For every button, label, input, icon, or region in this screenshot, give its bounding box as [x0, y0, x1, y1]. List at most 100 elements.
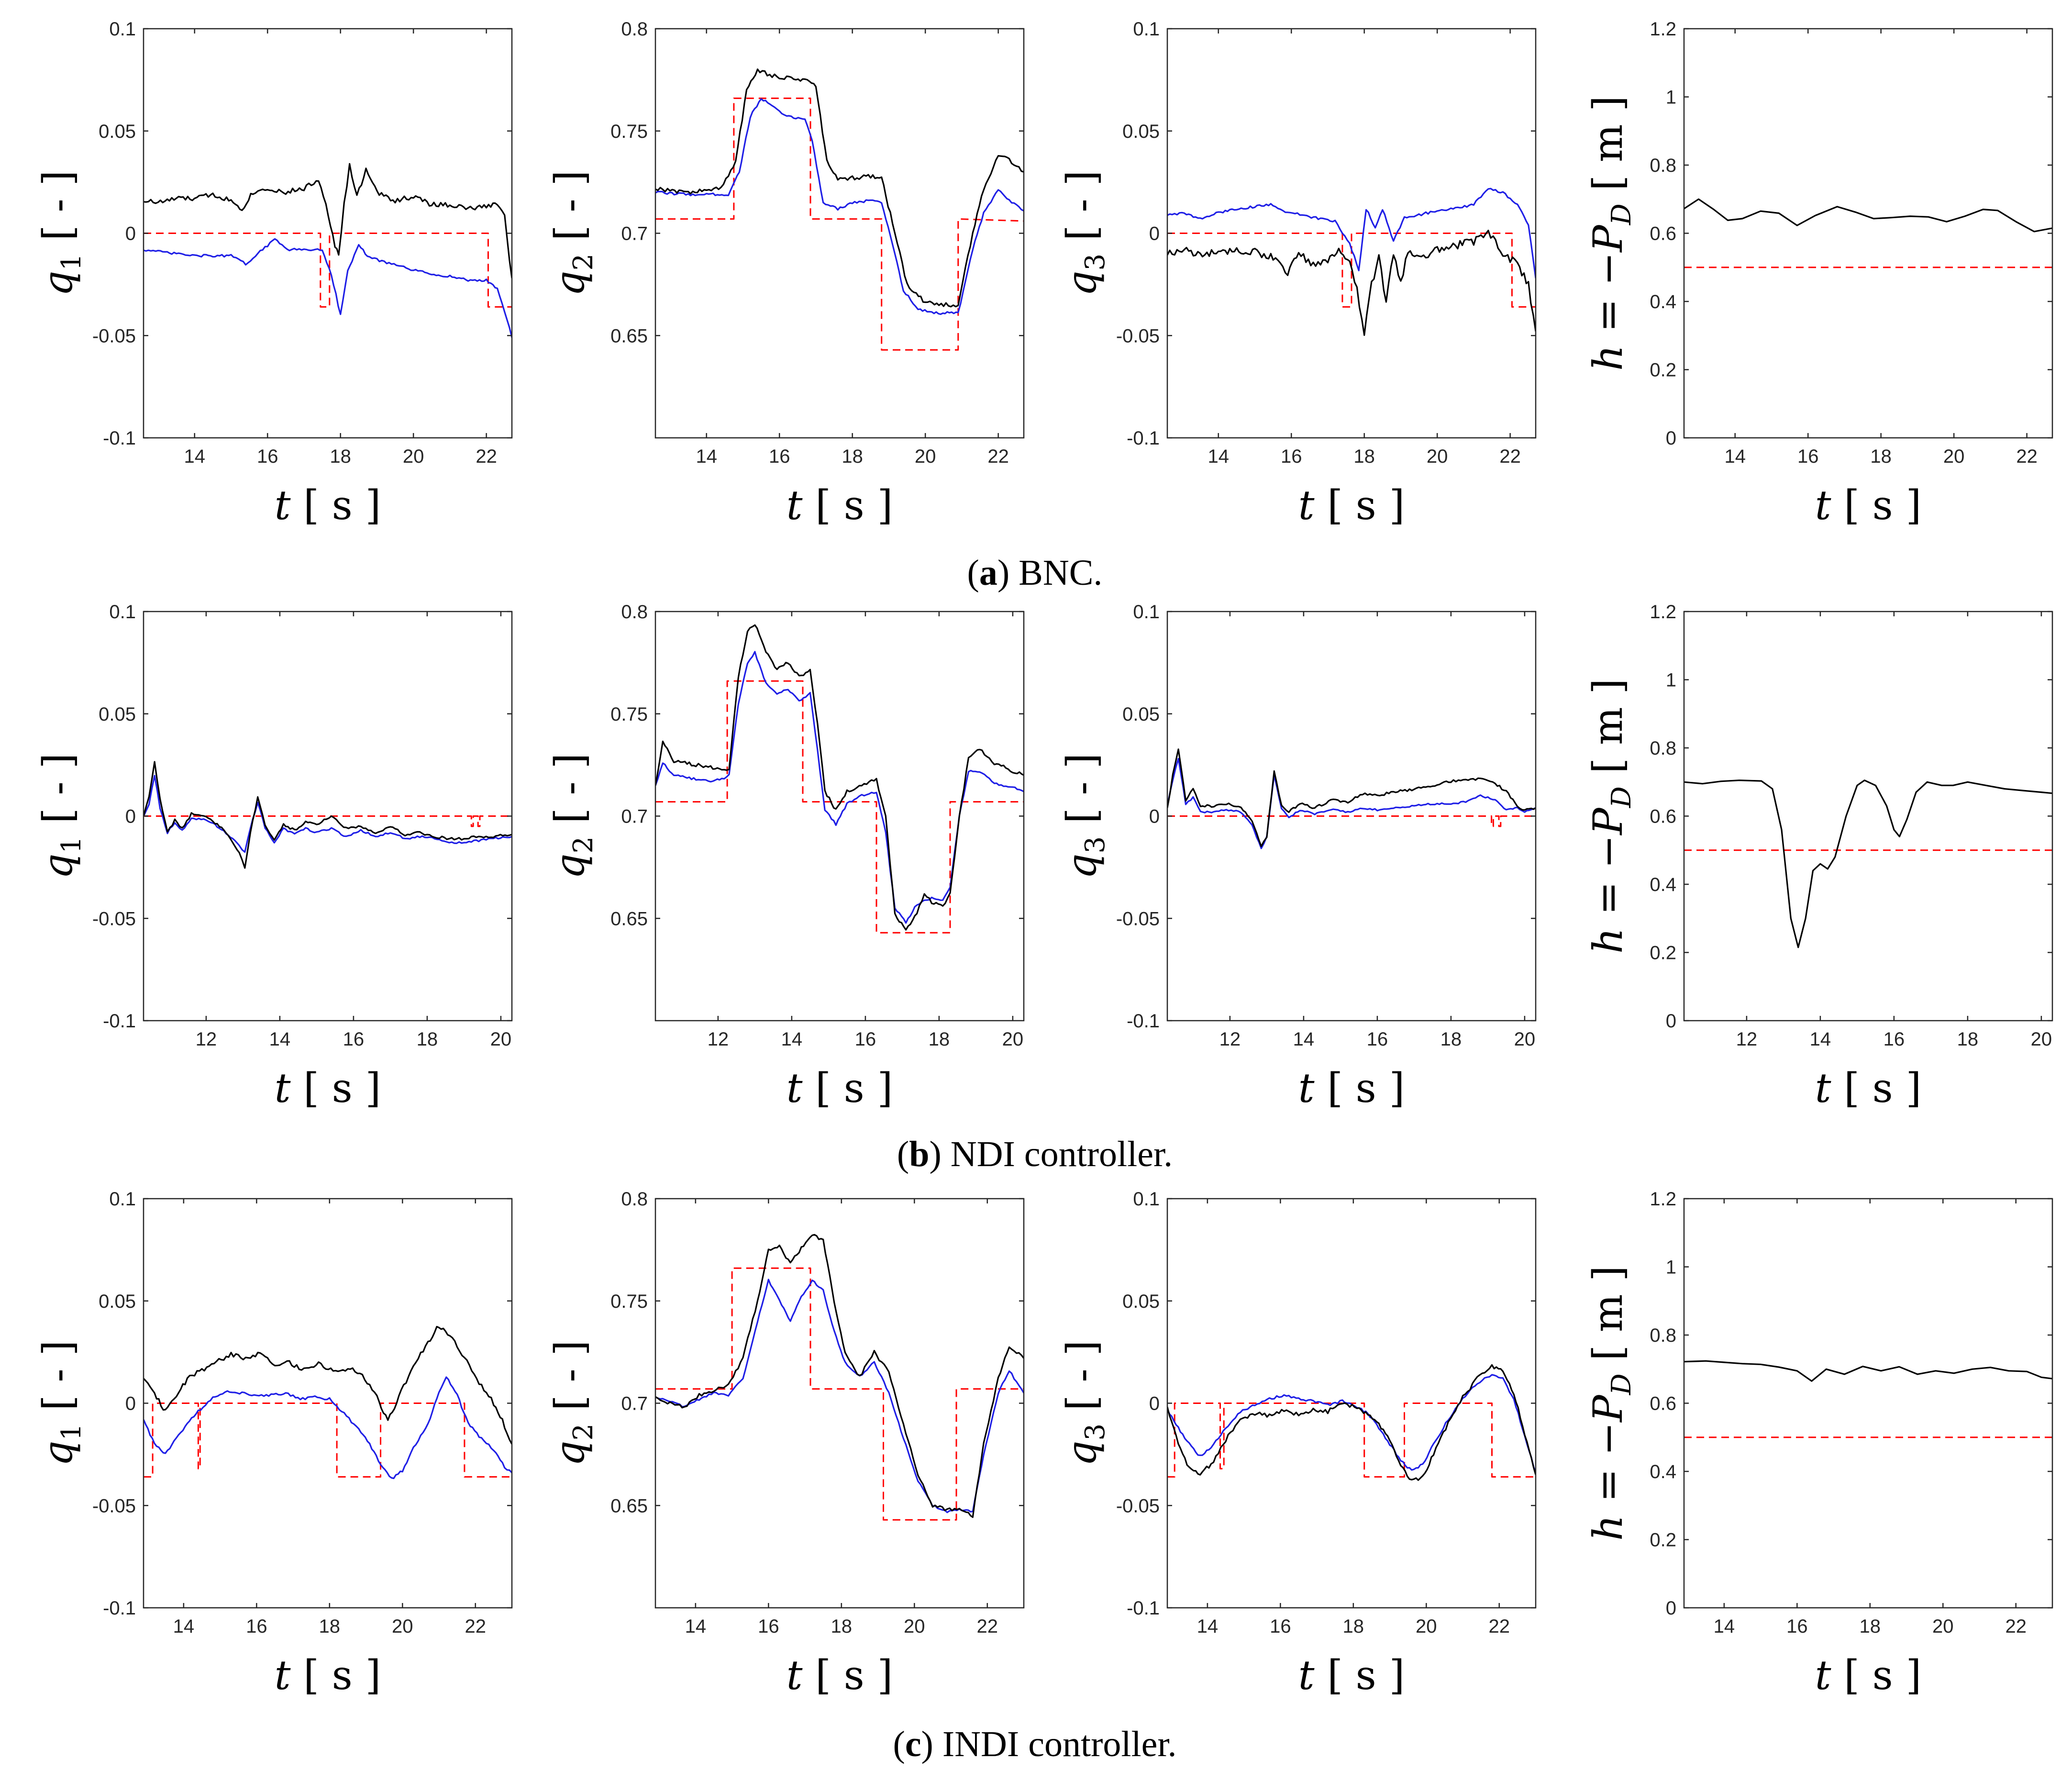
panel-c3: 14 16 18 20 22 -0.1 -0.05 0 0.05 0.1 t [ s ] q3 [ -…	[1058, 1189, 1537, 1699]
x-tick-label: 20	[915, 446, 936, 467]
y-axis-label: q2 [ - ]	[546, 1340, 599, 1466]
x-tick-label: 16	[1270, 1616, 1291, 1637]
x-tick-label: 18	[929, 1029, 950, 1050]
y-tick-label: 0.05	[1122, 704, 1160, 725]
series-measured-line	[1167, 1364, 1536, 1481]
series-group	[655, 68, 1024, 351]
series-measured-line	[144, 163, 512, 278]
caption-b: (b) NDI controller.	[897, 1134, 1173, 1174]
x-tick-label: 16	[1884, 1029, 1905, 1050]
x-tick-label: 20	[490, 1029, 512, 1050]
y-tick-label: 0.65	[610, 325, 648, 346]
x-tick-label: 20	[2031, 1029, 2052, 1050]
x-tick-label: 14	[1197, 1616, 1219, 1637]
y-tick-label: 0.1	[1133, 601, 1160, 623]
y-tick-label: 0.1	[109, 601, 136, 623]
y-tick-label: -0.05	[1116, 325, 1160, 346]
y-tick-label: 0.2	[1650, 1530, 1676, 1551]
y-tick-label: 0.6	[1650, 1393, 1676, 1414]
series-reference-line	[144, 233, 512, 308]
caption-text-c: ) INDI controller.	[921, 1724, 1177, 1764]
series-estimated-line	[655, 1279, 1024, 1514]
x-tick-label: 16	[1797, 446, 1819, 467]
panel-a2: 14 16 18 20 22 0.65 0.7 0.75 0.8 t [ s ] q2 [ - ]	[546, 19, 1025, 529]
series-estimated-line	[144, 1376, 512, 1480]
panel-c2: 14 16 18 20 22 0.65 0.7 0.75 0.8 t [ s ] q2 [ - ]	[546, 1189, 1025, 1699]
y-tick-label: 0.65	[610, 908, 648, 929]
y-tick-label: 0	[125, 1393, 136, 1414]
y-tick-label: 0.4	[1650, 874, 1676, 895]
y-axis-label: h = −PD [ m ]	[1584, 679, 1637, 954]
x-axis-label: t [ s ]	[275, 1652, 381, 1699]
x-axis-label: t [ s ]	[787, 1652, 893, 1699]
series-group	[1167, 748, 1536, 849]
x-axis-label: t [ s ]	[1815, 1652, 1922, 1699]
x-tick-label: 22	[977, 1616, 998, 1637]
y-tick-label: 0.6	[1650, 806, 1676, 827]
series-group	[1684, 779, 2052, 948]
series-measured-line	[655, 68, 1024, 308]
y-tick-label: -0.05	[1116, 1495, 1160, 1516]
caption-text-b: ) NDI controller.	[929, 1134, 1173, 1174]
panel-b2: 12 14 16 18 20 0.65 0.7 0.75 0.8 t [ s ] q2 [ - ]	[546, 601, 1025, 1112]
series-reference-line	[144, 815, 512, 827]
y-tick-label: 0.05	[99, 1291, 136, 1312]
x-axis-label: t [ s ]	[1298, 1065, 1405, 1112]
x-tick-label: 14	[685, 1616, 707, 1637]
x-tick-label: 18	[831, 1616, 853, 1637]
y-axis-label: q3 [ - ]	[1058, 753, 1111, 879]
x-tick-label: 18	[1440, 1029, 1462, 1050]
series-group	[655, 624, 1024, 934]
series-estimated-line	[144, 775, 512, 853]
x-tick-label: 22	[2006, 1616, 2027, 1637]
x-tick-label: 18	[319, 1616, 341, 1637]
series-measured-line	[1167, 748, 1536, 847]
x-tick-label: 16	[343, 1029, 365, 1050]
x-tick-label: 16	[855, 1029, 876, 1050]
panel-b1: 12 14 16 18 20 -0.1 -0.05 0 0.05 0.1 t [ s ] q1 [ -…	[34, 601, 513, 1112]
y-tick-label: 1	[1666, 1257, 1676, 1278]
plot-frame	[654, 1198, 1025, 1609]
series-measured-line	[144, 1325, 512, 1445]
x-tick-label: 14	[1810, 1029, 1831, 1050]
series-group	[1684, 1360, 2052, 1438]
x-axis-label: t [ s ]	[787, 482, 893, 529]
x-tick-label: 22	[987, 446, 1009, 467]
series-group	[1167, 188, 1536, 336]
series-reference-line	[655, 97, 1024, 351]
series-measured-line	[1684, 198, 2052, 233]
x-tick-label: 12	[708, 1029, 729, 1050]
panel-b3: 12 14 16 18 20 -0.1 -0.05 0 0.05 0.1 t [ s ] q3 [ -…	[1058, 601, 1537, 1112]
y-tick-label: -0.1	[1127, 1011, 1160, 1032]
caption-letter-c: c	[905, 1724, 921, 1764]
y-tick-label: 0.8	[621, 1189, 648, 1210]
y-tick-label: 0	[1149, 1393, 1160, 1414]
y-tick-label: -0.05	[92, 325, 136, 346]
x-tick-label: 18	[1957, 1029, 1979, 1050]
y-tick-label: 0.1	[109, 1189, 136, 1210]
x-axis-label: t [ s ]	[275, 482, 381, 529]
x-tick-label: 14	[184, 446, 205, 467]
caption-letter-a: a	[979, 553, 997, 593]
x-tick-label: 16	[246, 1616, 267, 1637]
y-axis-label: q3 [ - ]	[1058, 1340, 1111, 1466]
x-tick-label: 20	[403, 446, 424, 467]
x-axis-label: t [ s ]	[275, 1065, 381, 1112]
y-tick-label: 0.4	[1650, 291, 1676, 312]
y-tick-label: -0.1	[1127, 428, 1160, 449]
x-tick-label: 14	[269, 1029, 291, 1050]
plot-frame	[1683, 28, 2053, 439]
y-tick-label: 0.05	[99, 121, 136, 142]
series-measured-line	[1167, 230, 1536, 336]
y-tick-label: 0	[125, 223, 136, 245]
panels: 14 16 18 20 22 -0.1 -0.05 0 0.05 0.1 t [ s ] q1 [ -…	[34, 19, 2053, 1699]
series-group	[144, 761, 512, 869]
y-tick-label: 0.75	[610, 1291, 648, 1312]
x-tick-label: 18	[1860, 1616, 1881, 1637]
y-tick-label: 0.7	[621, 1393, 648, 1414]
y-tick-label: -0.05	[92, 1495, 136, 1516]
y-axis-label: h = −PD [ m ]	[1584, 96, 1637, 371]
x-tick-label: 22	[2016, 446, 2038, 467]
series-measured-line	[1684, 1360, 2052, 1382]
y-axis-label: h = −PD [ m ]	[1584, 1266, 1637, 1541]
